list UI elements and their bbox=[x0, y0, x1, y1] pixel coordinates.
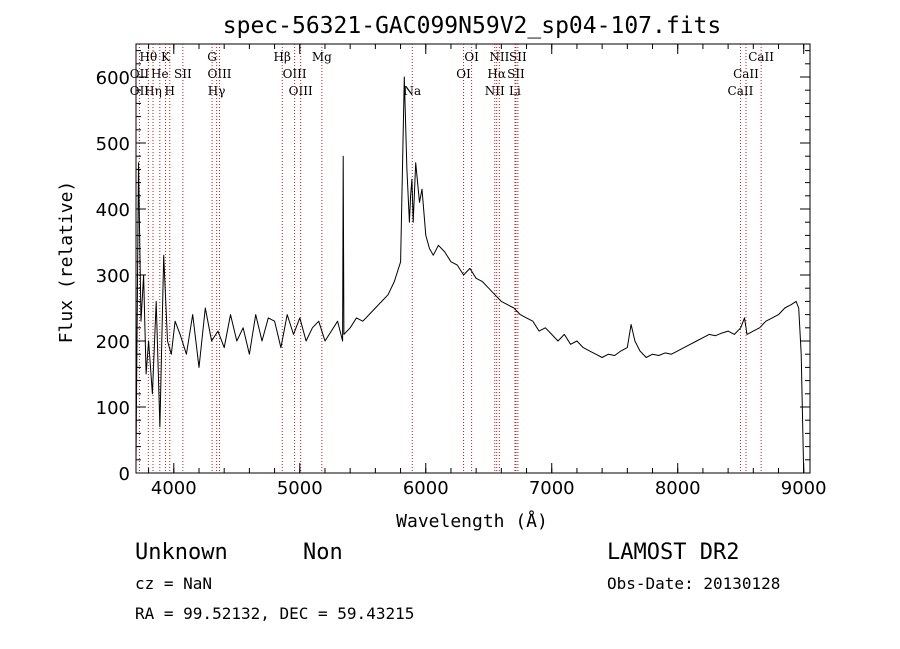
line-label-8: CaII bbox=[748, 50, 774, 64]
line-label-25: Li bbox=[509, 84, 521, 98]
line-label-18: OII bbox=[130, 84, 150, 98]
y-tick-label-2: 200 bbox=[96, 332, 130, 353]
line-label-4: Mg bbox=[312, 50, 332, 64]
line-label-19: Hη bbox=[144, 84, 162, 98]
line-label-5: OI bbox=[464, 50, 479, 64]
y-tick-label-0: 0 bbox=[119, 464, 130, 485]
line-label-1: K bbox=[161, 50, 171, 64]
line-label-6: NII bbox=[489, 50, 509, 64]
spectrum-series bbox=[135, 76, 805, 474]
x-tick-label-0: 4000 bbox=[151, 478, 197, 499]
chart-title: spec-56321-GAC099N59V2_sp04-107.fits bbox=[223, 13, 722, 39]
y-axis-label: Flux (relative) bbox=[56, 181, 77, 344]
x-tick-label-2: 6000 bbox=[403, 478, 449, 499]
spectrum-line-0 bbox=[135, 76, 805, 474]
y-tick-label-1: 100 bbox=[96, 398, 130, 419]
x-tick-label-5: 9000 bbox=[781, 478, 827, 499]
line-label-26: CaII bbox=[728, 84, 754, 98]
plot-frame bbox=[135, 43, 811, 474]
line-label-24: NII bbox=[485, 84, 505, 98]
line-label-0: Hθ bbox=[139, 50, 157, 64]
line-label-3: Hβ bbox=[274, 50, 291, 64]
line-label-22: OIII bbox=[289, 84, 313, 98]
class-label: Unknown bbox=[135, 540, 228, 565]
y-tick-label-6: 600 bbox=[96, 68, 130, 89]
line-label-7: SII bbox=[509, 50, 527, 64]
survey-label: LAMOST DR2 bbox=[607, 540, 739, 565]
line-label-23: Na bbox=[403, 84, 421, 98]
line-label-21: Hγ bbox=[208, 84, 226, 98]
x-tick-label-3: 7000 bbox=[529, 478, 575, 499]
y-tick-label-4: 400 bbox=[96, 200, 130, 221]
x-tick-label-4: 8000 bbox=[655, 478, 701, 499]
cz-label: cz = NaN bbox=[135, 574, 212, 593]
line-label-20: H bbox=[165, 84, 175, 98]
x-axis-label: Wavelength (Å) bbox=[396, 510, 548, 532]
subclass-label: Non bbox=[303, 540, 343, 565]
y-tick-label-5: 500 bbox=[96, 134, 130, 155]
axis-ticks: 4000 5000 6000 7000 8000 9000 0 100 200 300 400 500… bbox=[96, 44, 827, 499]
obsdate-label: Obs-Date: 20130128 bbox=[607, 574, 780, 593]
line-label-2: G bbox=[207, 50, 217, 64]
coords-label: RA = 99.52132, DEC = 59.43215 bbox=[135, 604, 414, 623]
x-tick-label-1: 5000 bbox=[277, 478, 323, 499]
y-tick-label-3: 300 bbox=[96, 266, 130, 287]
